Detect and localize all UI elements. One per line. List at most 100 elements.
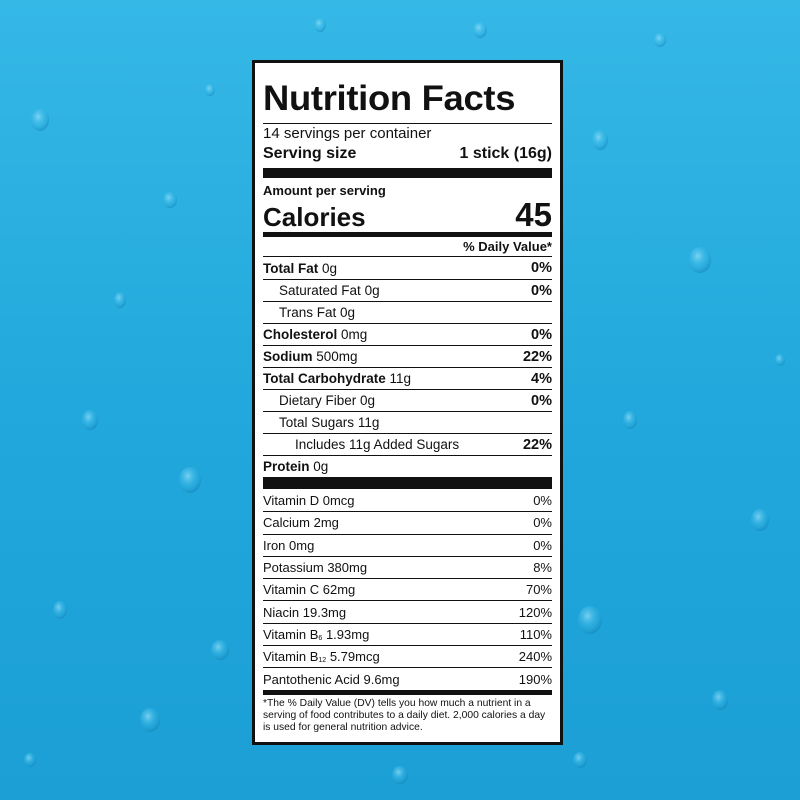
vitamin-amount: 0mcg: [322, 492, 355, 508]
vitamin-dv: 70%: [525, 582, 552, 598]
vitamin-text: Vitamin C 62mg: [263, 582, 355, 597]
vitamin-row: Pantothenic Acid 9.6mg 190%: [263, 667, 552, 689]
nutrient-amount: 0g: [364, 283, 380, 298]
nutrition-label: Nutrition Facts 14 servings per containe…: [252, 60, 563, 745]
nutrient-row: Saturated Fat 0g 0%: [263, 279, 552, 301]
vitamin-name: Niacin: [263, 604, 300, 620]
vitamin-text: Vitamin B6 1.93mg: [263, 627, 369, 642]
dv-header: % Daily Value*: [263, 237, 552, 257]
vitamin-dv: 240%: [518, 649, 552, 665]
droplet-group: [24, 18, 785, 784]
serving-size-label: Serving size: [263, 145, 357, 162]
divider: [263, 232, 552, 237]
nutrient-name: Total Fat: [263, 260, 319, 276]
nutrient-row: Protein 0g: [263, 455, 552, 477]
nutrient-row: Trans Fat 0g: [263, 301, 552, 323]
nutrient-row: Total Sugars 11g: [263, 411, 552, 433]
vitamin-subscript: 6: [318, 634, 323, 642]
vitamin-amount: 5.79mcg: [329, 649, 380, 665]
vitamin-name: Iron: [263, 537, 286, 553]
vitamin-row: Vitamin C 62mg 70%: [263, 578, 552, 600]
vitamin-name: Calcium: [263, 515, 310, 531]
nutrient-name: Cholesterol: [263, 327, 338, 342]
nutrient-row: Total Fat 0g 0%: [263, 257, 552, 279]
vitamin-amount: 62mg: [322, 582, 356, 598]
nutrient-dv: 4%: [531, 370, 552, 387]
vitamin-dv: 190%: [518, 671, 552, 687]
vitamin-name: Vitamin B: [263, 649, 319, 665]
nutrient-name: Total Sugars: [279, 415, 355, 430]
servings: 14 servings per container: [263, 123, 552, 144]
nutrient-amount: 0g: [313, 459, 329, 474]
nutrient-amount: 11g: [357, 415, 380, 430]
vitamin-dv: 0%: [533, 492, 552, 508]
divider: [263, 477, 552, 489]
serving-size-value: 1 stick (16g): [459, 145, 552, 162]
vitamin-row: Niacin 19.3mg 120%: [263, 600, 552, 622]
nutrient-dv: 22%: [522, 436, 552, 453]
nutrient-row: Total Carbohydrate 11g 4%: [263, 367, 552, 389]
nutrient-row: Sodium 500mg 22%: [263, 345, 552, 367]
vitamin-text: Vitamin B12 5.79mcg: [263, 649, 380, 664]
vitamin-text: Pantothenic Acid 9.6mg: [263, 672, 400, 687]
footnote: *The % Daily Value (DV) tells you how mu…: [263, 697, 546, 733]
vitamin-dv: 0%: [533, 537, 552, 553]
nutrient-amount: 500mg: [316, 349, 358, 364]
vitamin-amount: 1.93mg: [325, 626, 370, 642]
nutrient-name: Trans Fat: [279, 305, 337, 320]
serving-size: Serving size 1 stick (16g): [263, 144, 552, 164]
vitamin-amount: 19.3mg: [302, 604, 347, 620]
calories-value: 45: [515, 196, 552, 233]
nutrient-name: Protein: [263, 459, 310, 474]
vitamin-row: Vitamin B6 1.93mg 110%: [263, 622, 552, 645]
vitamin-row: Vitamin D 0mcg 0%: [263, 489, 552, 511]
nutrient-dv: 22%: [522, 348, 552, 365]
nutrient-dv: 0%: [531, 392, 552, 409]
nutrient-name: Saturated Fat: [279, 283, 361, 298]
vitamin-name: Potassium: [263, 560, 324, 576]
vitamin-subscript: 12: [318, 657, 327, 665]
vitamin-amount: 9.6mg: [363, 671, 400, 687]
vitamin-row: Calcium 2mg 0%: [263, 511, 552, 533]
vitamin-amount: 2mg: [313, 515, 339, 531]
nutrient-name: Dietary Fiber: [279, 393, 357, 408]
amount-per-serving: Amount per serving: [263, 183, 386, 198]
nutrient-dv: 0%: [531, 326, 552, 343]
nutrient-amount: 0g: [360, 393, 376, 408]
vitamin-text: Calcium 2mg: [263, 515, 339, 530]
vitamin-amount: 380mg: [327, 560, 368, 576]
vitamin-row: Potassium 380mg 8%: [263, 555, 552, 578]
nutrient-amount: 0g: [322, 260, 338, 276]
nutrient-amount: 0g: [340, 305, 356, 320]
calories: Calories 45: [263, 196, 552, 233]
nutrient-amount: 11g: [389, 371, 412, 386]
vitamin-text: Niacin 19.3mg: [263, 605, 346, 620]
nutrient-row: Cholesterol 0mg 0%: [263, 323, 552, 345]
vitamin-text: Potassium 380mg: [263, 560, 367, 575]
vitamin-dv: 110%: [519, 626, 552, 642]
nutrient-row: Dietary Fiber 0g 0%: [263, 389, 552, 411]
nutrient-dv: 0%: [531, 282, 552, 299]
vitamin-text: Iron 0mg: [263, 538, 314, 553]
nutrient-name: Includes 11g Added Sugars: [295, 437, 460, 452]
vitamin-name: Pantothenic Acid: [263, 671, 360, 687]
divider: [263, 168, 552, 178]
vitamin-list: Vitamin D 0mcg 0% Calcium 2mg 0% Iron 0mg 0% P…: [263, 489, 552, 690]
nutrient-amount: 0mg: [341, 327, 368, 342]
vitamin-name: Vitamin C: [263, 582, 320, 598]
vitamin-name: Vitamin D: [263, 492, 320, 508]
vitamin-row: Iron 0mg 0%: [263, 533, 552, 556]
nutrient-name: Total Carbohydrate: [263, 371, 386, 386]
vitamin-name: Vitamin B: [263, 626, 319, 642]
vitamin-dv: 120%: [518, 604, 552, 620]
nutrient-dv: 0%: [531, 260, 552, 276]
vitamin-amount: 0mg: [289, 537, 315, 553]
vitamin-dv: 8%: [533, 560, 552, 576]
vitamin-row: Vitamin B12 5.79mcg 240%: [263, 645, 552, 667]
nutrient-name: Sodium: [263, 349, 313, 364]
nutrient-row: Includes 11g Added Sugars 22%: [263, 433, 552, 455]
vitamin-dv: 0%: [533, 515, 552, 531]
vitamin-text: Vitamin D 0mcg: [263, 493, 355, 508]
